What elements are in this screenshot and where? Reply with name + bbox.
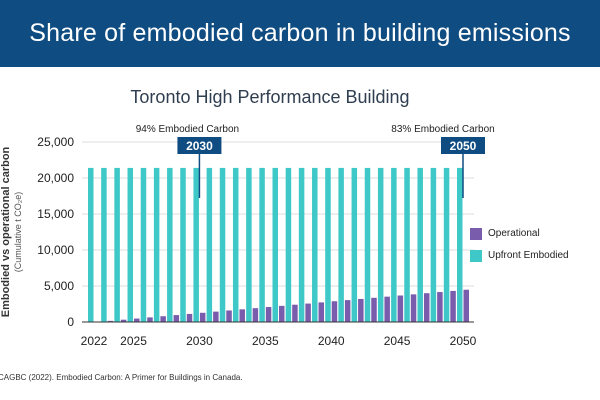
bar-operational: [173, 315, 180, 322]
title-banner: Share of embodied carbon in building emi…: [0, 0, 600, 67]
bar-upfront-embodied: [127, 167, 134, 322]
bar-upfront-embodied: [153, 167, 160, 322]
bar-operational: [160, 316, 166, 322]
bar-operational: [279, 305, 285, 322]
bar-operational: [134, 318, 140, 322]
bar-upfront-embodied: [140, 167, 147, 322]
x-tick-label: 2040: [318, 334, 345, 348]
legend-label-operational: Operational: [488, 228, 540, 239]
x-tick-label: 2050: [450, 334, 477, 348]
y-tick-label: 20,000: [37, 171, 74, 185]
bar-upfront-embodied: [246, 167, 252, 322]
annotation-marker-box: [441, 137, 485, 154]
x-tick-label: 2035: [252, 334, 279, 348]
x-tick-label: 2030: [186, 334, 213, 348]
bar-upfront-embodied: [391, 167, 397, 322]
bar-upfront-embodied: [259, 167, 265, 322]
bar-operational: [305, 303, 311, 322]
annotation-text: 83% Embodied Carbon: [391, 124, 494, 135]
annotation-marker-label: 2050: [450, 139, 477, 153]
bar-upfront-embodied: [338, 167, 344, 322]
bar-upfront-embodied: [219, 167, 226, 322]
bar-upfront-embodied: [232, 167, 239, 322]
x-tick-label: 2022: [81, 334, 108, 348]
legend-swatch-upfront: [470, 249, 482, 262]
legend-swatch-operational: [470, 227, 482, 240]
bar-operational: [186, 313, 193, 322]
source-note: CAGBC (2022). Embodied Carbon: A Primer …: [0, 373, 243, 382]
bar-upfront-embodied: [325, 167, 331, 322]
bar-operational: [371, 297, 377, 322]
x-tick-label: 2025: [120, 334, 147, 348]
bar-operational: [463, 289, 469, 322]
bar-upfront-embodied: [298, 167, 305, 322]
bar-operational: [252, 308, 259, 322]
bar-operational: [239, 309, 245, 322]
annotation-marker-box: [177, 137, 222, 154]
bar-upfront-embodied: [206, 167, 213, 322]
bar-upfront-embodied: [180, 167, 186, 322]
y-tick-label: 0: [67, 315, 74, 329]
bar-operational: [292, 304, 298, 322]
bar-upfront-embodied: [88, 167, 94, 322]
bar-operational: [265, 307, 272, 322]
bar-upfront-embodied: [443, 167, 450, 322]
bar-upfront-embodied: [377, 167, 384, 322]
y-axis-title: Embodied vs operational carbon: [0, 146, 12, 317]
legend-item-upfront: Upfront Embodied: [470, 249, 569, 262]
y-axis-subtitle: (Cumulative t CO₂e): [13, 192, 23, 273]
legend: Operational Upfront Embodied: [470, 227, 569, 271]
y-tick-label: 15,000: [37, 207, 74, 221]
annotation-marker-label: 2030: [186, 139, 213, 153]
bar-upfront-embodied: [193, 167, 199, 322]
bar-operational: [331, 301, 338, 322]
bar-operational: [213, 311, 219, 322]
bar-operational: [344, 300, 351, 322]
legend-label-upfront: Upfront Embodied: [488, 250, 569, 261]
bar-operational: [199, 312, 206, 322]
chart-title: Toronto High Performance Building: [130, 87, 410, 107]
bar-upfront-embodied: [404, 167, 410, 322]
bar-operational: [358, 298, 364, 322]
bar-upfront-embodied: [101, 167, 107, 322]
y-tick-label: 25,000: [37, 135, 74, 149]
bar-operational: [437, 292, 443, 322]
bar-upfront-embodied: [364, 167, 371, 322]
bar-upfront-embodied: [272, 167, 278, 322]
banner-title: Share of embodied carbon in building emi…: [29, 19, 571, 47]
bar-upfront-embodied: [457, 167, 463, 322]
bar-operational: [397, 295, 404, 322]
bar-operational: [226, 310, 232, 322]
bar-upfront-embodied: [285, 167, 292, 322]
bar-upfront-embodied: [312, 167, 318, 322]
y-tick-label: 10,000: [37, 243, 74, 257]
bar-operational: [410, 294, 417, 322]
bar-operational: [450, 290, 456, 322]
bar-operational: [120, 319, 127, 322]
bar-upfront-embodied: [351, 167, 358, 322]
x-tick-label: 2045: [384, 334, 411, 348]
bar-operational: [147, 317, 153, 322]
annotation-text: 94% Embodied Carbon: [136, 124, 239, 135]
bar-upfront-embodied: [167, 167, 173, 322]
bar-operational: [107, 320, 114, 322]
y-tick-label: 5,000: [44, 279, 74, 293]
bar-operational: [318, 302, 325, 322]
bar-operational: [384, 296, 390, 322]
bar-upfront-embodied: [417, 167, 423, 322]
bar-upfront-embodied: [430, 167, 437, 322]
bar-upfront-embodied: [114, 167, 120, 322]
bar-operational: [423, 293, 430, 322]
legend-item-operational: Operational: [470, 227, 569, 240]
